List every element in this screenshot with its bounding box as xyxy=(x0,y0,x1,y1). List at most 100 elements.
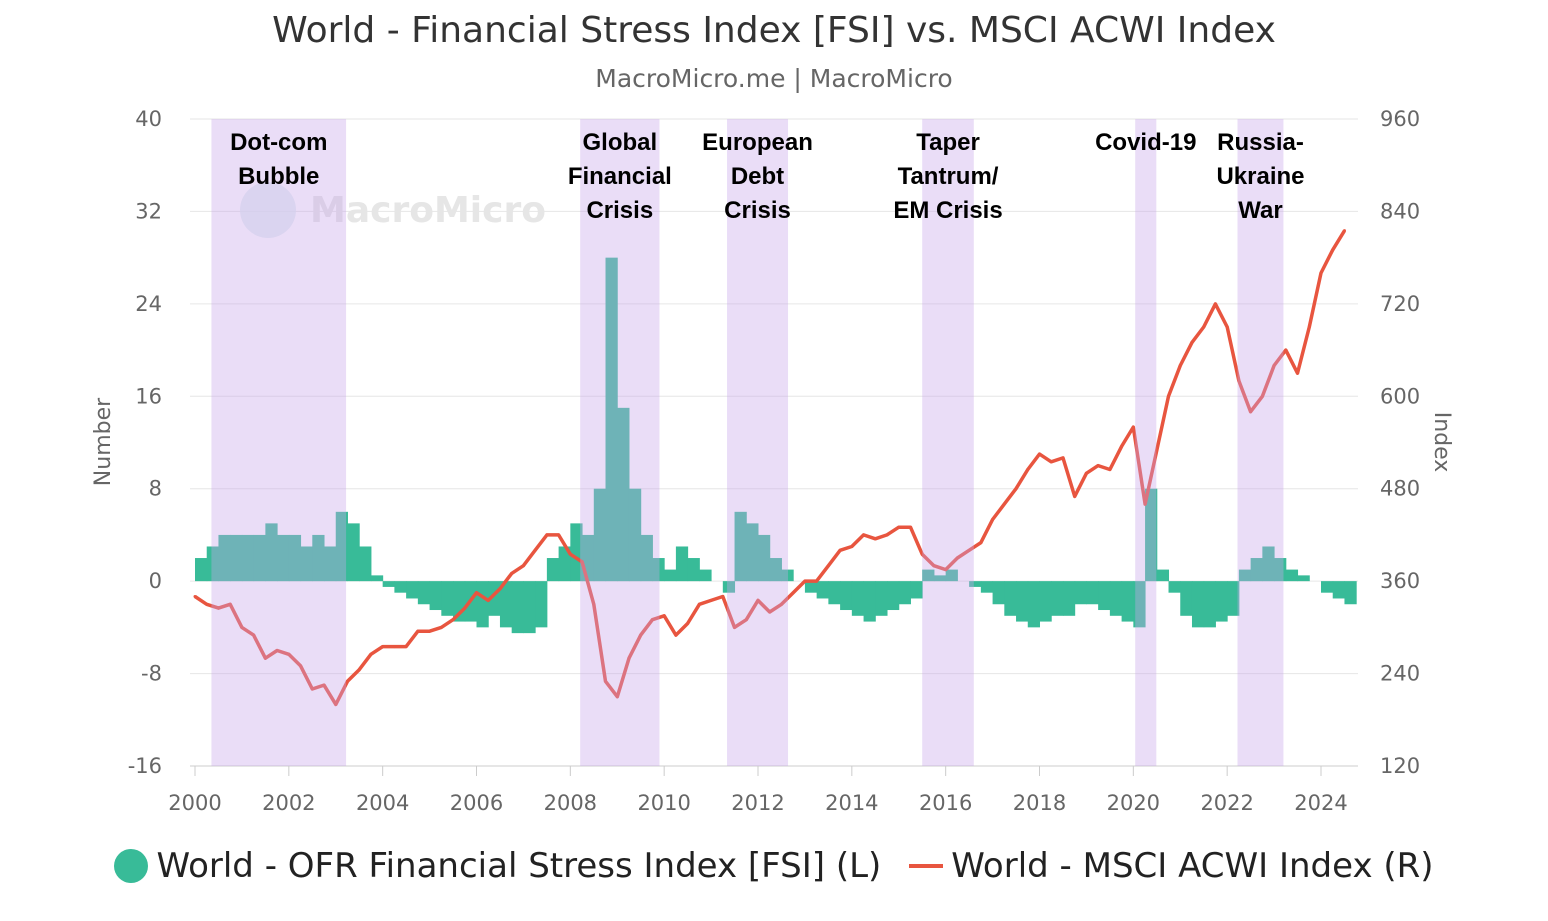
crisis-label: Tantrum/ xyxy=(898,163,999,190)
fsi-bar xyxy=(1133,581,1146,628)
fsi-bar xyxy=(851,581,865,616)
msci-point xyxy=(674,633,678,637)
fsi-bar xyxy=(230,534,243,582)
fsi-bar xyxy=(429,581,442,611)
msci-point xyxy=(1307,325,1311,329)
y-axis-label-right: Index xyxy=(1429,412,1454,473)
msci-point xyxy=(1038,452,1041,456)
msci-point xyxy=(1342,229,1346,233)
legend-item-msci[interactable]: World - MSCI ACWI Index (R) xyxy=(909,846,1434,886)
msci-point xyxy=(1319,271,1323,275)
msci-point xyxy=(955,556,959,560)
msci-point xyxy=(1049,460,1053,464)
msci-point xyxy=(392,645,396,649)
x-tick-label: 2008 xyxy=(544,791,597,815)
fsi-bar xyxy=(687,558,700,582)
fsi-bar xyxy=(980,581,994,593)
msci-point xyxy=(1202,325,1206,329)
legend-label-fsi: World - OFR Financial Stress Index [FSI]… xyxy=(156,846,882,886)
fsi-bar xyxy=(265,523,278,582)
fsi-bar xyxy=(347,523,360,582)
x-tick-label: 2024 xyxy=(1294,791,1347,815)
msci-point xyxy=(216,606,220,610)
fsi-bar xyxy=(300,546,313,582)
fsi-bar xyxy=(417,581,431,605)
msci-point xyxy=(1190,340,1194,344)
x-tick-label: 2018 xyxy=(1013,791,1066,815)
fsi-bar xyxy=(828,581,841,605)
msci-point xyxy=(557,533,561,537)
watermark: MacroMicro xyxy=(310,190,546,231)
msci-point xyxy=(1120,444,1124,448)
msci-point xyxy=(650,618,654,622)
fsi-bar xyxy=(664,569,677,582)
fsi-bar xyxy=(1262,546,1275,582)
msci-point xyxy=(1225,325,1229,329)
fsi-bar xyxy=(1145,488,1158,582)
msci-point xyxy=(1272,363,1276,367)
msci-point xyxy=(1061,456,1065,460)
msci-point xyxy=(228,602,232,606)
fsi-bar xyxy=(593,488,607,582)
crisis-label: Bubble xyxy=(238,163,319,190)
fsi-bar xyxy=(640,534,653,582)
msci-point xyxy=(1260,394,1264,398)
fsi-bar xyxy=(769,558,782,582)
msci-point xyxy=(369,652,373,656)
fsi-bar xyxy=(734,511,747,582)
fsi-bar xyxy=(218,534,231,582)
fsi-bar xyxy=(558,546,571,582)
x-tick-label: 2016 xyxy=(919,791,972,815)
msci-point xyxy=(908,525,912,529)
msci-point xyxy=(428,629,432,633)
msci-point xyxy=(744,618,748,622)
msci-point xyxy=(498,587,502,591)
msci-point xyxy=(1084,471,1088,475)
fsi-bar xyxy=(1121,581,1134,622)
msci-point xyxy=(756,598,760,602)
msci-point xyxy=(475,591,478,595)
msci-point xyxy=(721,595,725,599)
fsi-bar xyxy=(1109,581,1123,616)
fsi-bar xyxy=(288,534,302,582)
fsi-bar xyxy=(335,511,348,582)
x-tick-label: 2004 xyxy=(356,791,409,815)
fsi-bar xyxy=(675,546,689,582)
msci-point xyxy=(381,645,385,649)
msci-point xyxy=(404,645,408,649)
msci-point xyxy=(615,695,619,699)
y-tick-left: 16 xyxy=(135,384,162,408)
msci-point xyxy=(1284,348,1288,352)
y-tick-right: 480 xyxy=(1380,477,1420,501)
fsi-bar xyxy=(699,569,712,582)
msci-point xyxy=(1096,464,1100,468)
crisis-label: Financial xyxy=(568,163,672,190)
msci-point xyxy=(240,625,244,629)
msci-point xyxy=(521,564,525,568)
y-axis-label-left: Number xyxy=(91,397,116,486)
msci-point xyxy=(1296,371,1300,375)
msci-point xyxy=(967,548,971,552)
crisis-band xyxy=(1135,119,1157,766)
x-tick-label: 2020 xyxy=(1107,791,1160,815)
y-tick-left: 0 xyxy=(149,569,162,593)
msci-point xyxy=(979,541,983,545)
msci-point xyxy=(709,598,713,602)
msci-point xyxy=(826,564,830,568)
fsi-bar xyxy=(1332,581,1345,599)
fsi-bar xyxy=(1180,581,1193,616)
chart-title: World - Financial Stress Index [FSI] vs.… xyxy=(272,10,1276,51)
crisis-label: Covid-19 xyxy=(1095,129,1196,156)
fsi-bar xyxy=(746,523,759,582)
legend-item-fsi[interactable]: World - OFR Financial Stress Index [FSI]… xyxy=(114,846,881,886)
msci-point xyxy=(568,552,572,556)
crisis-label: EM Crisis xyxy=(893,197,1002,224)
x-tick-label: 2000 xyxy=(168,791,221,815)
msci-point xyxy=(920,552,924,556)
msci-point xyxy=(263,656,267,660)
fsi-bar xyxy=(394,581,407,593)
fsi-bar xyxy=(1203,581,1216,628)
crisis-band xyxy=(580,119,660,766)
fsi-bar xyxy=(570,523,583,582)
